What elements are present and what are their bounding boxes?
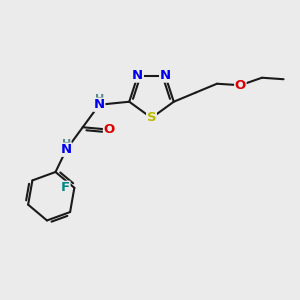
Text: F: F [61,181,70,194]
Text: N: N [132,69,143,82]
Text: S: S [147,111,156,124]
Text: N: N [160,69,171,82]
Text: N: N [94,98,105,111]
Text: N: N [61,143,72,156]
Text: H: H [61,139,71,149]
Text: O: O [103,123,115,136]
Text: H: H [94,94,104,104]
Text: O: O [235,79,246,92]
